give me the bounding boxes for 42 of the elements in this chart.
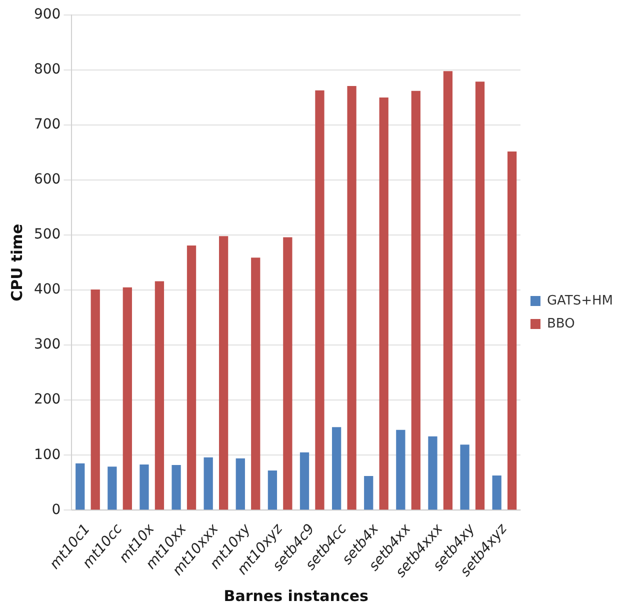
bar bbox=[507, 151, 517, 510]
bar bbox=[364, 476, 374, 510]
bar bbox=[411, 90, 420, 510]
y-tick-label: 400 bbox=[34, 282, 61, 298]
y-tick-label: 700 bbox=[34, 116, 61, 133]
y-tick-label: 600 bbox=[34, 172, 61, 188]
bar bbox=[140, 464, 149, 510]
bar bbox=[283, 237, 292, 510]
y-tick-label: 100 bbox=[34, 446, 61, 463]
bar bbox=[154, 281, 164, 510]
bar bbox=[315, 90, 324, 510]
bar bbox=[492, 475, 502, 510]
bar bbox=[443, 71, 453, 510]
x-axis-title: Barnes instances bbox=[224, 586, 368, 605]
bar bbox=[204, 457, 213, 510]
y-tick-label: 0 bbox=[52, 502, 61, 518]
y-tick-label: 200 bbox=[34, 392, 61, 408]
bar bbox=[219, 236, 228, 510]
bar bbox=[396, 430, 406, 510]
y-tick-label: 300 bbox=[34, 336, 61, 353]
bar bbox=[347, 86, 356, 510]
bar bbox=[236, 458, 245, 510]
y-tick-label: 800 bbox=[34, 62, 61, 78]
y-tick-label: 500 bbox=[34, 226, 61, 243]
bar bbox=[108, 466, 117, 510]
bar bbox=[475, 82, 485, 510]
bar bbox=[90, 290, 100, 510]
bar bbox=[186, 246, 196, 510]
bar bbox=[268, 470, 278, 510]
bar bbox=[332, 427, 342, 510]
bar bbox=[428, 436, 438, 510]
bar bbox=[76, 463, 85, 510]
bar bbox=[379, 98, 388, 510]
y-tick-label: 900 bbox=[34, 6, 61, 23]
bar bbox=[300, 452, 310, 510]
legend-label: BBO bbox=[546, 316, 575, 332]
bar bbox=[460, 444, 470, 510]
bar bbox=[251, 258, 260, 510]
y-axis-title: CPU time bbox=[8, 224, 26, 302]
legend-label: GATS+HM bbox=[546, 293, 614, 308]
bar bbox=[172, 465, 181, 510]
bar bbox=[122, 287, 132, 510]
